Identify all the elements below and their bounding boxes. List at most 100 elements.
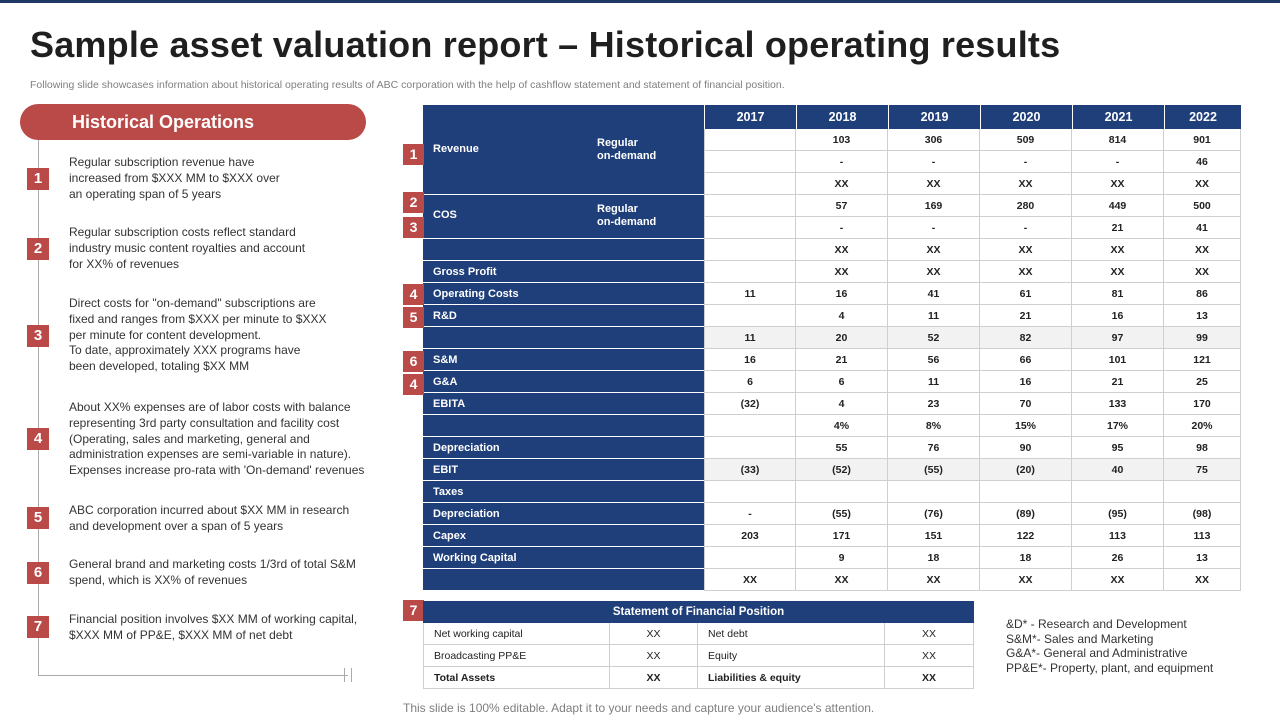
value-cell-2019: 11: [888, 371, 980, 393]
fp-label-broadcasting-ppe: Broadcasting PP&E: [423, 645, 610, 667]
value-cell-2020: (20): [980, 459, 1072, 481]
value-cell-2019: (55): [888, 459, 980, 481]
timeline-number-6: 6: [27, 562, 49, 584]
value-cell-2022: [1164, 481, 1241, 503]
value-cell-2018: 4: [796, 393, 888, 415]
value-cell-2021: 81: [1072, 283, 1164, 305]
row-label-cell: [423, 569, 704, 591]
value-cell-2018: 171: [796, 525, 888, 547]
table-marker-5: 5: [403, 307, 424, 328]
row-label: EBITA: [433, 398, 466, 410]
value-cell-2019: 23: [888, 393, 980, 415]
row-label: Working Capital: [433, 552, 517, 564]
value-cell-2022: 86: [1164, 283, 1241, 305]
value-cell-2017: -: [704, 503, 796, 525]
value-cell-2022: 901: [1164, 129, 1241, 151]
value-cell-2018: (55): [796, 503, 888, 525]
page-title: Sample asset valuation report – Historic…: [30, 24, 1061, 65]
fp-value-net-working-capital: XX: [610, 623, 698, 645]
row-label: COS: [433, 209, 457, 221]
value-cell-2021: (95): [1072, 503, 1164, 525]
row-label: Capex: [433, 530, 467, 542]
top-accent-bar: [0, 0, 1280, 3]
row-label: Gross Profit: [433, 266, 497, 278]
value-cell-2021: XX: [1072, 261, 1164, 283]
year-header-2018: 2018: [796, 105, 888, 129]
value-cell-2019: -: [888, 217, 980, 239]
value-cell-2017: [704, 261, 796, 283]
abbreviation-ppe: PP&E*- Property, plant, and equipment: [1006, 660, 1214, 675]
value-cell-2020: 61: [980, 283, 1072, 305]
table-marker-7: 7: [403, 600, 424, 621]
value-cell-2018: 9: [796, 547, 888, 569]
year-header-2017: 2017: [704, 105, 796, 129]
year-header-2021: 2021: [1072, 105, 1164, 129]
timeline-item-text-7: Financial position involves $XX MM of wo…: [69, 612, 358, 642]
value-cell-2022: 98: [1164, 437, 1241, 459]
timeline-item-text-2: Regular subscription costs reflect stand…: [69, 225, 306, 271]
value-cell-2021: 40: [1072, 459, 1164, 481]
value-cell-2020: 509: [980, 129, 1072, 151]
row-label: Taxes: [433, 486, 464, 498]
value-cell-2018: [796, 481, 888, 503]
page-subtitle: Following slide showcases information ab…: [30, 79, 785, 91]
row-label-cell: R&D: [423, 305, 704, 327]
value-cell-2021: 814: [1072, 129, 1164, 151]
timeline-item-text-6: General brand and marketing costs 1/3rd …: [69, 557, 356, 587]
fp-value-total-assets: XX: [610, 667, 698, 689]
timeline-line: [38, 140, 39, 676]
value-cell-2022: 13: [1164, 547, 1241, 569]
abbreviation-rd: &D* - Research and Development: [1006, 617, 1187, 631]
year-header-2022: 2022: [1164, 105, 1241, 129]
row-label: Depreciation: [433, 508, 500, 520]
table-marker-2: 2: [403, 192, 424, 213]
value-cell-2019: 169: [888, 195, 980, 217]
value-cell-2020: -: [980, 217, 1072, 239]
value-cell-2019: 18: [888, 547, 980, 569]
value-cell-2021: XX: [1072, 173, 1164, 195]
value-cell-2018: 55: [796, 437, 888, 459]
abbreviation-sm: S&M*- Sales and Marketing: [1006, 631, 1154, 646]
value-cell-2022: 13: [1164, 305, 1241, 327]
row-label: S&M: [433, 354, 458, 366]
fp-value-net-debt: XX: [885, 623, 974, 645]
value-cell-2017: [704, 217, 796, 239]
value-cell-2021: 449: [1072, 195, 1164, 217]
fp-value-equity: XX: [885, 645, 974, 667]
value-cell-2019: 41: [888, 283, 980, 305]
value-cell-2018: (52): [796, 459, 888, 481]
timeline-item-text-3: Direct costs for "on-demand" subscriptio…: [69, 296, 327, 374]
value-cell-2021: 17%: [1072, 415, 1164, 437]
value-cell-2020: 280: [980, 195, 1072, 217]
value-cell-2022: 20%: [1164, 415, 1241, 437]
value-cell-2019: 11: [888, 305, 980, 327]
value-cell-2020: 21: [980, 305, 1072, 327]
value-cell-2018: -: [796, 217, 888, 239]
historical-operations-heading: Historical Operations: [20, 104, 366, 140]
table-marker-1: 1: [403, 144, 424, 165]
historical-results-table: 2017 2018 2019 2020 2021 2022 Revenue Reg…: [423, 105, 1241, 591]
value-cell-2020: 82: [980, 327, 1072, 349]
value-cell-2018: XX: [796, 569, 888, 591]
timeline-number-7: 7: [27, 616, 49, 638]
row-label-cell: [423, 239, 704, 261]
table-marker-4b: 4: [403, 374, 424, 395]
value-cell-2019: 76: [888, 437, 980, 459]
value-cell-2017: 11: [704, 283, 796, 305]
value-cell-2017: 11: [704, 327, 796, 349]
value-cell-2020: 18: [980, 547, 1072, 569]
timeline-number-4: 4: [27, 428, 49, 450]
table-marker-3: 3: [403, 217, 424, 238]
value-cell-2017: (33): [704, 459, 796, 481]
value-cell-2019: XX: [888, 239, 980, 261]
value-cell-2022: 25: [1164, 371, 1241, 393]
row-label-cell: Depreciation: [423, 503, 704, 525]
value-cell-2019: -: [888, 151, 980, 173]
value-cell-2022: 170: [1164, 393, 1241, 415]
value-cell-2021: 26: [1072, 547, 1164, 569]
value-cell-2020: 90: [980, 437, 1072, 459]
timeline-number-5: 5: [27, 507, 49, 529]
value-cell-2020: 66: [980, 349, 1072, 371]
row-label: Revenue: [433, 143, 479, 155]
fp-label-equity: Equity: [698, 645, 885, 667]
